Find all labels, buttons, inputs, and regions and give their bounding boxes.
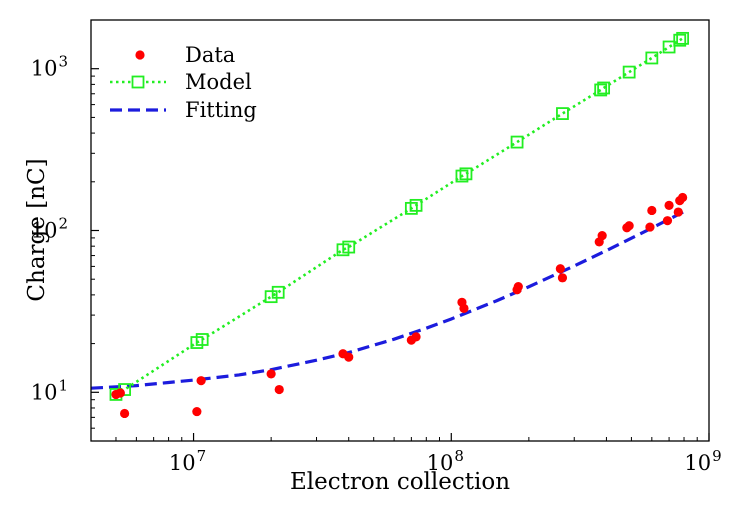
data-point [597,230,607,241]
data-point [119,408,130,419]
data-point [647,205,657,216]
data-point [192,406,202,417]
data-point [513,282,523,292]
y-tick-exponent: 3 [58,53,68,71]
legend-label-fitting: Fitting [185,98,257,122]
x-tick-exponent: 9 [712,447,722,465]
model-line [115,37,684,396]
data-point [662,216,673,226]
model-point [645,51,659,65]
data-point [664,200,674,210]
model-point [676,31,690,45]
model-point [459,167,473,181]
model-point [271,285,285,299]
model-point [662,40,676,54]
legend: Data Model Fitting [110,43,257,122]
data-point [411,332,421,342]
x-tick-exponent: 7 [197,447,207,465]
fitting-line [90,210,685,390]
legend-label-data: Data [185,43,235,67]
data-point [274,384,284,395]
model-point [622,65,636,79]
x-tick-exponent: 8 [454,447,464,465]
model-point [597,81,611,95]
y-tick-exponent: 2 [58,215,68,233]
data-point [678,192,688,203]
legend-label-model: Model [185,70,252,94]
model-point [673,33,687,47]
model-point [455,169,469,183]
data-point [459,303,469,314]
data-point [196,376,206,386]
data-point [344,352,354,362]
model-point [195,333,209,346]
x-tick-label: 108 [427,447,464,475]
data-point [555,264,565,274]
data-point [557,273,568,283]
model-point [409,198,423,212]
data-point [624,221,634,231]
model-point [594,83,608,97]
model-point [342,240,356,254]
data-point [673,207,683,217]
data-point [115,388,125,398]
model-point [510,135,524,149]
model-point [264,290,278,304]
series-layer [90,31,690,419]
data-point [645,222,655,232]
legend-model-marker [131,75,145,89]
x-axis-label: Electron collection [290,469,510,495]
y-tick-exponent: 1 [58,376,68,394]
legend-data-marker [135,50,145,60]
y-axis-label: Charge [nC] [24,158,50,301]
model-point [556,107,569,120]
data-point [266,369,276,379]
